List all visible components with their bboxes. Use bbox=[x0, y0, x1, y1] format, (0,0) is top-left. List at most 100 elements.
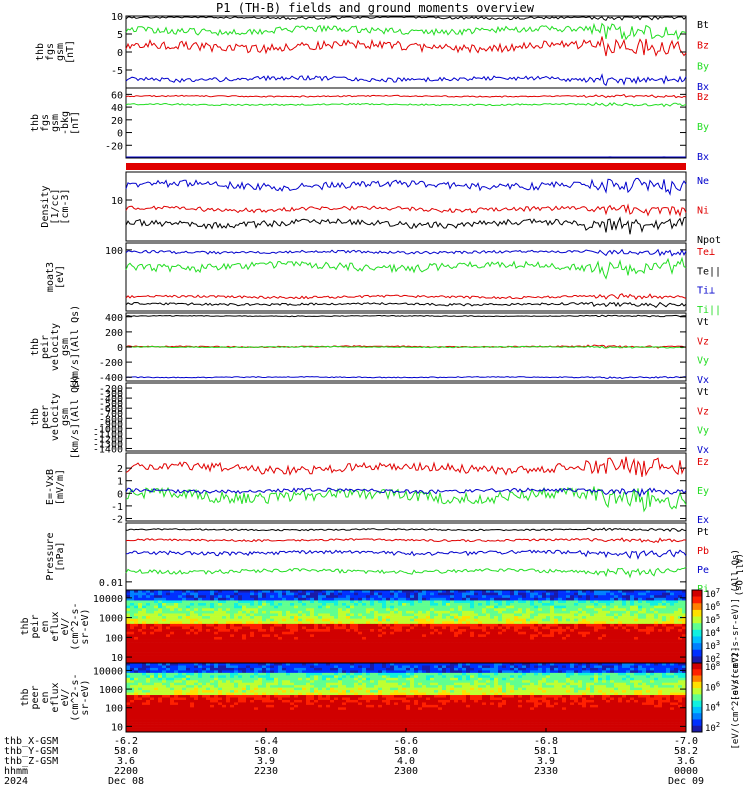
heatmap-cell bbox=[410, 670, 415, 674]
heatmap-cell bbox=[538, 605, 543, 609]
heatmap-cell bbox=[410, 647, 415, 651]
heatmap-cell bbox=[298, 595, 303, 599]
heatmap-cell bbox=[514, 613, 519, 617]
heatmap-cell bbox=[614, 639, 619, 643]
heatmap-cell bbox=[162, 623, 167, 627]
heatmap-cell bbox=[322, 597, 327, 601]
heatmap-cell bbox=[646, 592, 651, 596]
heatmap-cell bbox=[290, 631, 295, 635]
heatmap-cell bbox=[486, 665, 491, 669]
heatmap-cell bbox=[630, 644, 635, 648]
heatmap-cell bbox=[662, 605, 667, 609]
heatmap-cell bbox=[486, 626, 491, 630]
heatmap-cell bbox=[662, 675, 667, 679]
heatmap-cell bbox=[606, 603, 611, 606]
heatmap-cell bbox=[630, 665, 635, 669]
heatmap-cell bbox=[150, 621, 155, 625]
heatmap-cell bbox=[266, 595, 271, 599]
heatmap-cell bbox=[170, 608, 175, 612]
heatmap-cell bbox=[402, 670, 407, 674]
heatmap-cell bbox=[642, 663, 647, 666]
heatmap-cell bbox=[298, 608, 303, 612]
heatmap-cell bbox=[214, 603, 219, 606]
heatmap-cell bbox=[510, 600, 515, 604]
heatmap-cell bbox=[138, 667, 143, 671]
heatmap-cell bbox=[506, 623, 511, 627]
heatmap-cell bbox=[198, 655, 203, 659]
heatmap-cell bbox=[346, 590, 351, 593]
heatmap-cell bbox=[362, 590, 367, 593]
heatmap-cell bbox=[382, 608, 387, 612]
heatmap-cell bbox=[162, 600, 167, 604]
heatmap-cell bbox=[206, 636, 211, 640]
heatmap-cell bbox=[518, 613, 523, 617]
heatmap-cell bbox=[170, 675, 175, 679]
colorbar-swatch bbox=[692, 616, 702, 624]
heatmap-cell bbox=[450, 675, 455, 679]
heatmap-cell bbox=[362, 610, 367, 614]
heatmap-cell bbox=[474, 649, 479, 653]
heatmap-cell bbox=[618, 644, 623, 648]
heatmap-cell bbox=[526, 652, 531, 656]
heatmap-cell bbox=[286, 647, 291, 651]
heatmap-cell bbox=[598, 636, 603, 640]
heatmap-cell bbox=[510, 660, 515, 664]
heatmap-cell bbox=[458, 675, 463, 679]
heatmap-cell bbox=[314, 649, 319, 653]
heatmap-cell bbox=[598, 644, 603, 648]
heatmap-cell bbox=[442, 623, 447, 627]
heatmap-cell bbox=[390, 590, 395, 593]
heatmap-cell bbox=[546, 657, 551, 661]
heatmap-cell bbox=[642, 605, 647, 609]
heatmap-cell bbox=[306, 642, 311, 646]
heatmap-cell bbox=[302, 618, 307, 622]
heatmap-cell bbox=[326, 631, 331, 635]
heatmap-cell bbox=[618, 634, 623, 638]
heatmap-cell bbox=[518, 665, 523, 669]
heatmap-cell bbox=[490, 663, 495, 666]
heatmap-cell bbox=[190, 649, 195, 653]
heatmap-cell bbox=[394, 675, 399, 679]
heatmap-cell bbox=[126, 603, 131, 606]
heatmap-cell bbox=[594, 639, 599, 643]
heatmap-cell bbox=[130, 592, 135, 596]
heatmap-cell bbox=[262, 603, 267, 606]
heatmap-cell bbox=[394, 623, 399, 627]
heatmap-cell bbox=[346, 605, 351, 609]
heatmap-cell bbox=[502, 657, 507, 661]
heatmap-cell bbox=[454, 649, 459, 653]
heatmap-cell bbox=[606, 590, 611, 593]
heatmap-cell bbox=[258, 605, 263, 609]
heatmap-cell bbox=[306, 634, 311, 638]
heatmap-cell bbox=[350, 655, 355, 659]
heatmap-cell bbox=[470, 675, 475, 679]
heatmap-cell bbox=[298, 672, 303, 676]
heatmap-cell bbox=[614, 610, 619, 614]
heatmap-cell bbox=[150, 600, 155, 604]
heatmap-cell bbox=[142, 623, 147, 627]
heatmap-cell bbox=[286, 660, 291, 664]
heatmap-cell bbox=[618, 631, 623, 635]
heatmap-cell bbox=[350, 657, 355, 661]
heatmap-cell bbox=[162, 657, 167, 661]
heatmap-cell bbox=[662, 623, 667, 627]
heatmap-cell bbox=[546, 663, 551, 666]
heatmap-cell bbox=[150, 642, 155, 646]
heatmap-cell bbox=[182, 608, 187, 612]
heatmap-cell bbox=[362, 621, 367, 625]
heatmap-cell bbox=[498, 629, 503, 633]
heatmap-cell bbox=[154, 608, 159, 612]
heatmap-cell bbox=[222, 616, 227, 619]
heatmap-cell bbox=[630, 647, 635, 651]
heatmap-cell bbox=[182, 626, 187, 630]
heatmap-cell bbox=[166, 616, 171, 619]
heatmap-cell bbox=[166, 621, 171, 625]
heatmap-cell bbox=[438, 670, 443, 674]
heatmap-cell bbox=[474, 590, 479, 593]
heatmap-cell bbox=[202, 597, 207, 601]
heatmap-cell bbox=[138, 660, 143, 664]
heatmap-cell bbox=[262, 631, 267, 635]
heatmap-cell bbox=[362, 600, 367, 604]
heatmap-cell bbox=[502, 649, 507, 653]
heatmap-cell bbox=[474, 670, 479, 674]
